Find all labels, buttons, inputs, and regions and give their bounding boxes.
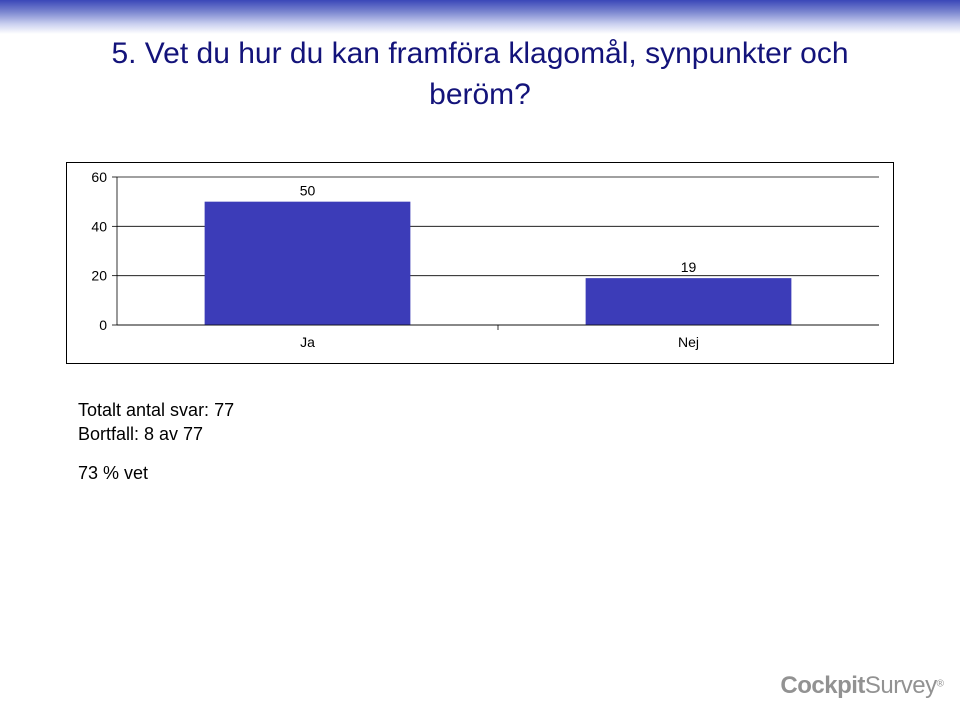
- brand-light: Survey: [865, 672, 937, 699]
- bar-chart: 0 20 40 60 50 Ja 19 Nej: [66, 162, 894, 364]
- svg-text:60: 60: [91, 169, 107, 185]
- total-answers: Totalt antal svar: 77: [78, 398, 234, 422]
- percent-knows: 73 % vet: [78, 461, 234, 485]
- page: 5. Vet du hur du kan framföra klagomål, …: [0, 0, 960, 714]
- svg-text:20: 20: [91, 268, 107, 284]
- svg-text:0: 0: [99, 317, 107, 333]
- bortfall: Bortfall: 8 av 77: [78, 422, 234, 446]
- brand-reg: ®: [937, 679, 944, 690]
- svg-text:Nej: Nej: [678, 334, 699, 350]
- svg-text:40: 40: [91, 218, 107, 234]
- summary-block: Totalt antal svar: 77 Bortfall: 8 av 77 …: [78, 398, 234, 485]
- svg-text:50: 50: [300, 183, 316, 199]
- page-title: 5. Vet du hur du kan framföra klagomål, …: [90, 34, 870, 115]
- svg-text:19: 19: [681, 259, 697, 275]
- svg-text:Ja: Ja: [300, 334, 315, 350]
- brand-bold: Cockpit: [780, 672, 865, 699]
- header-band: [0, 0, 960, 34]
- footer-brand: CockpitSurvey®: [780, 672, 944, 700]
- bar-chart-svg: 0 20 40 60 50 Ja 19 Nej: [67, 163, 895, 365]
